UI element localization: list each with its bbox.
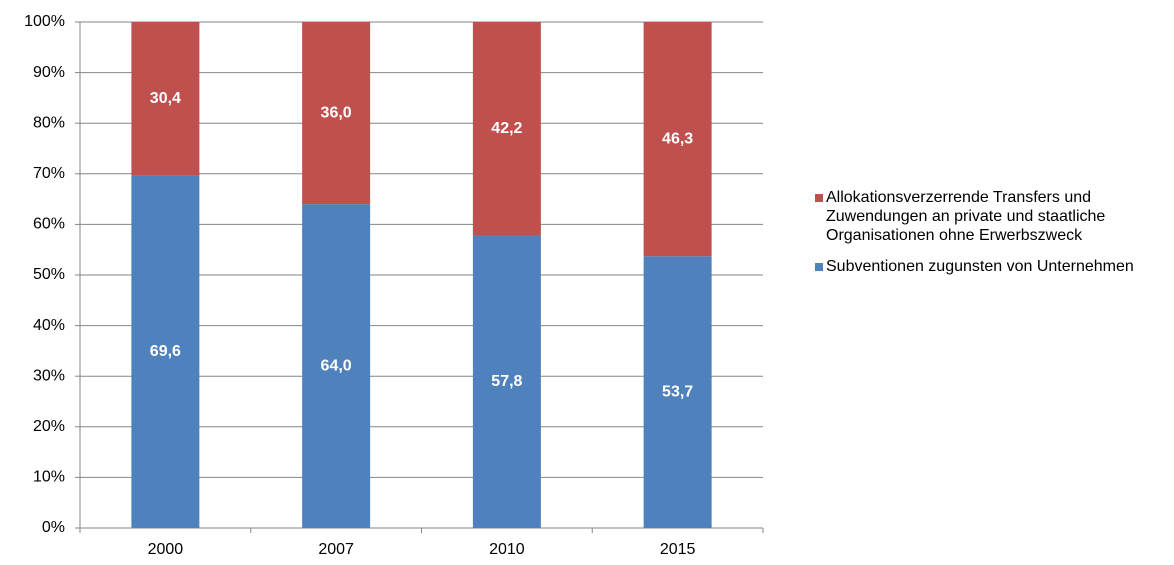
data-label: 69,6 bbox=[150, 343, 181, 360]
y-tick-label: 0% bbox=[42, 519, 65, 536]
y-tick-label: 30% bbox=[33, 367, 65, 384]
data-label: 42,2 bbox=[491, 120, 522, 137]
bar-segment bbox=[643, 22, 712, 257]
legend-label: Allokationsverzerrende Transfers und Zuw… bbox=[826, 189, 1106, 244]
x-tick-label: 2015 bbox=[660, 541, 696, 558]
bar-segment bbox=[472, 235, 541, 529]
data-label: 57,8 bbox=[491, 373, 522, 390]
y-tick-label: 50% bbox=[33, 266, 65, 283]
legend-item: Allokationsverzerrende Transfers und Zuw… bbox=[815, 188, 1170, 245]
x-tick-label: 2007 bbox=[318, 541, 354, 558]
bar-segment bbox=[302, 204, 371, 528]
bar-segment bbox=[643, 256, 712, 528]
legend-item: Subventionen zugunsten von Unternehmen bbox=[815, 257, 1170, 276]
data-label: 30,4 bbox=[150, 90, 181, 107]
x-tick-label: 2000 bbox=[148, 541, 184, 558]
legend-swatch bbox=[815, 263, 823, 271]
bar-segment bbox=[131, 22, 200, 176]
y-tick-label: 10% bbox=[33, 469, 65, 486]
data-label: 46,3 bbox=[662, 130, 693, 147]
bar-segment bbox=[472, 22, 541, 236]
y-tick-label: 90% bbox=[33, 64, 65, 81]
bar-segment bbox=[302, 22, 371, 205]
y-tick-label: 80% bbox=[33, 114, 65, 131]
data-label: 53,7 bbox=[662, 383, 693, 400]
bar-segment bbox=[131, 175, 200, 528]
legend: Allokationsverzerrende Transfers und Zuw… bbox=[815, 188, 1170, 288]
y-tick-label: 100% bbox=[24, 13, 65, 30]
chart: 0% 10% 20% 30% 40% 50% 60% 70% 80% 90% 100% 69,6 30,… bbox=[24, 13, 764, 558]
y-tick-label: 60% bbox=[33, 216, 65, 233]
y-tick-label: 70% bbox=[33, 165, 65, 182]
data-label: 36,0 bbox=[321, 104, 352, 121]
legend-swatch bbox=[815, 194, 823, 202]
x-tick-label: 2010 bbox=[489, 541, 525, 558]
legend-label: Subventionen zugunsten von Unternehmen bbox=[826, 258, 1134, 275]
y-tick-label: 20% bbox=[33, 418, 65, 435]
y-tick-label: 40% bbox=[33, 317, 65, 334]
data-label: 64,0 bbox=[321, 357, 352, 374]
